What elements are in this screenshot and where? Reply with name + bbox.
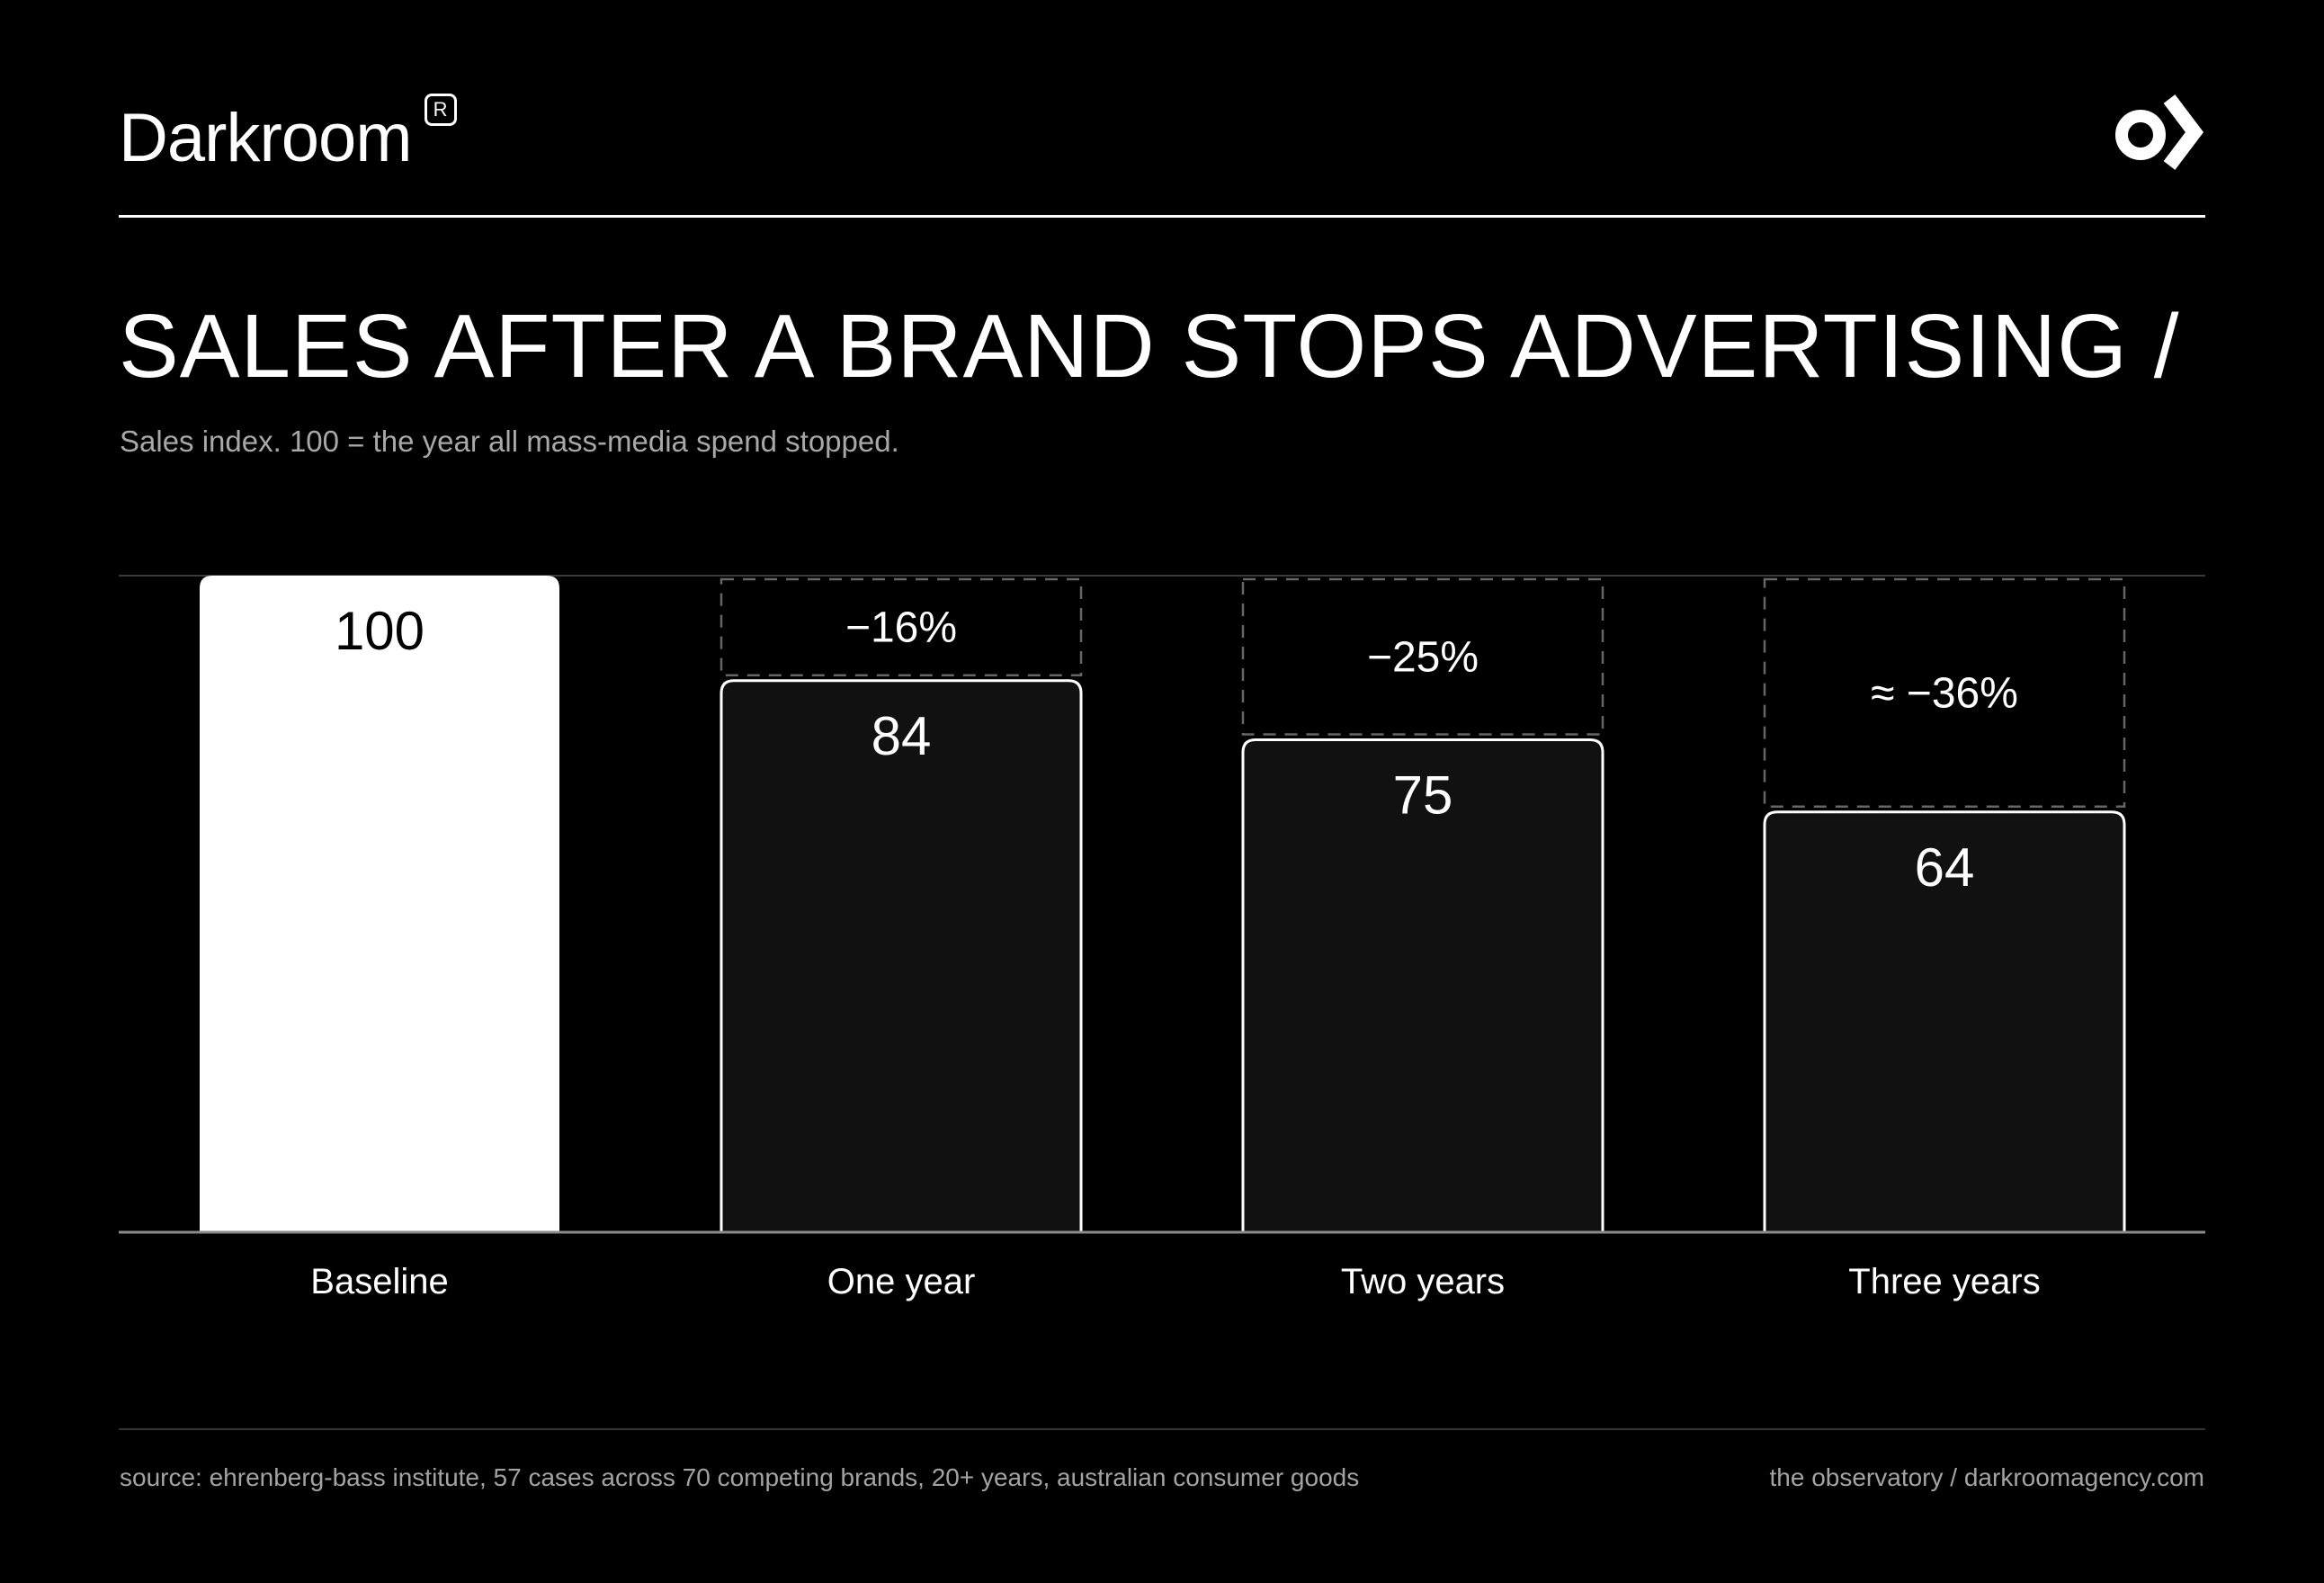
header-divider (119, 215, 2205, 218)
category-label: Baseline (310, 1262, 448, 1301)
bar (720, 679, 1083, 1234)
change-label: −25% (1367, 633, 1479, 681)
value-label: 75 (1393, 765, 1453, 826)
chart-subtitle: Sales index. 100 = the year all mass-med… (120, 425, 899, 458)
bar (1763, 810, 2126, 1234)
value-label: 100 (335, 601, 425, 661)
bar-chart: 100 Baseline −16% 84 One year −25% 75 Two years… (119, 575, 2205, 1301)
value-label: 64 (1915, 837, 1975, 898)
brand-logo: Darkroom R (119, 94, 457, 183)
loss-box (1763, 577, 2126, 809)
loss-box (1241, 577, 1604, 736)
bar (200, 576, 559, 1232)
bar (1241, 738, 1604, 1234)
source-note: source: ehrenberg-bass institute, 57 cas… (120, 1463, 1360, 1491)
credit-note: the observatory / darkroomagency.com (1769, 1463, 2204, 1491)
registered-mark: R (424, 94, 457, 126)
change-label: −16% (845, 604, 957, 651)
chart-title: SALES AFTER A BRAND STOPS ADVERTISING / (119, 296, 2180, 397)
category-label: One year (827, 1262, 976, 1301)
brand-name: Darkroom (119, 100, 413, 176)
category-label: Three years (1848, 1262, 2040, 1301)
value-label: 84 (872, 706, 932, 766)
footer-divider (119, 1428, 2205, 1430)
loss-box (720, 577, 1083, 677)
category-label: Two years (1341, 1262, 1505, 1301)
change-label: ≈ −36% (1871, 669, 2018, 717)
brand-mark-icon (2115, 94, 2204, 170)
